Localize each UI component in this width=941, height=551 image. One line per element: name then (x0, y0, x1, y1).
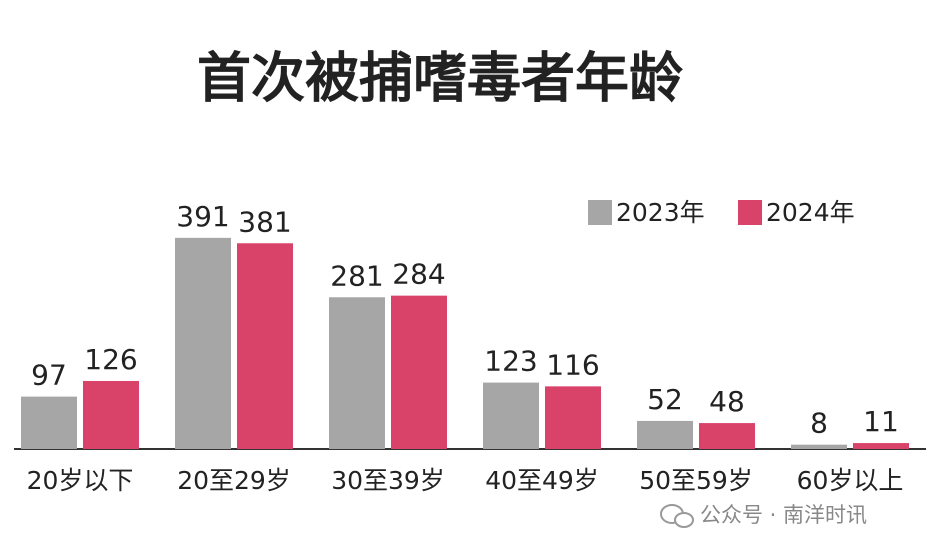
value-label: 8 (810, 407, 828, 440)
value-label: 126 (84, 343, 137, 376)
bar (391, 295, 447, 449)
bar (545, 386, 601, 449)
bar (699, 423, 755, 449)
legend-swatch (738, 200, 762, 225)
x-tick-label: 50至59岁 (639, 466, 753, 495)
legend-swatch (588, 200, 612, 225)
x-tick-label: 60岁以上 (797, 466, 904, 495)
bar (791, 444, 847, 449)
x-tick-label: 20岁以下 (27, 466, 134, 495)
legend-label: 2023年 (616, 198, 705, 227)
bar (21, 396, 77, 449)
watermark: 公众号 · 南洋时讯 (700, 503, 867, 527)
value-label: 281 (330, 259, 383, 292)
bar (329, 297, 385, 449)
value-label: 52 (647, 383, 683, 416)
x-tick-label: 30至39岁 (331, 466, 445, 495)
bar (175, 237, 231, 449)
value-label: 381 (238, 205, 291, 238)
legend-label: 2024年 (766, 198, 855, 227)
watermark-icon (660, 504, 694, 528)
value-label: 123 (484, 345, 537, 378)
value-label: 284 (392, 258, 445, 291)
value-label: 48 (709, 385, 745, 418)
bar (853, 443, 909, 449)
bar (83, 380, 139, 449)
value-label: 391 (176, 200, 229, 233)
x-tick-label: 40至49岁 (485, 466, 599, 495)
chart-title: 首次被捕嗜毒者年龄 (197, 47, 683, 110)
x-tick-label: 20至29岁 (177, 466, 291, 495)
value-label: 97 (31, 359, 67, 392)
bar (637, 420, 693, 449)
bar (237, 243, 293, 449)
value-label: 116 (546, 348, 599, 381)
bar (483, 382, 539, 449)
value-label: 11 (863, 405, 899, 438)
